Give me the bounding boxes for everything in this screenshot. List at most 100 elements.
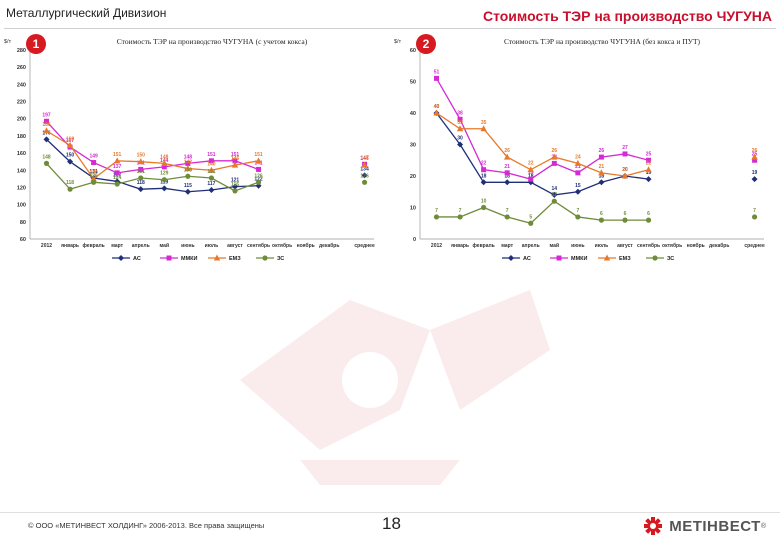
- data-point-EMZ: [621, 172, 629, 179]
- data-label-AC: 18: [504, 173, 510, 179]
- data-label-MMKI: 38: [457, 110, 463, 116]
- data-label-EMZ: 35: [481, 120, 487, 126]
- y-tick-label: 60: [410, 48, 416, 54]
- data-label-MMKI: 21: [504, 164, 510, 170]
- legend-label-AC: АС: [133, 256, 141, 262]
- data-point-AC: [598, 179, 605, 186]
- data-point-ZS: [481, 204, 487, 211]
- data-point-EMZ: [66, 141, 74, 148]
- average-label-AC: 19: [752, 170, 758, 176]
- data-label-MMKI: 151: [207, 152, 216, 158]
- x-tick-label: 2012: [41, 243, 52, 249]
- series-line-EMZ: [436, 112, 649, 177]
- legend-label-EMZ: ЕМЗ: [229, 256, 241, 262]
- data-label-AC: 150: [66, 153, 75, 159]
- data-label-AC: 131: [89, 169, 98, 175]
- x-tick-label: апрель: [522, 243, 540, 249]
- division-label: Металлургический Дивизион: [6, 6, 167, 20]
- x-tick-label: сентябрь: [247, 242, 270, 249]
- x-tick-label: июль: [595, 243, 608, 249]
- metinvest-logo: МЕТІНВЕСТ ®: [643, 516, 766, 536]
- data-point-ZS: [598, 217, 605, 223]
- data-label-MMKI: 151: [231, 152, 240, 158]
- data-point-AC: [551, 191, 558, 198]
- data-point-ZS: [91, 179, 97, 185]
- data-point-MMKI: [457, 116, 463, 122]
- data-point-ZS: [185, 173, 191, 179]
- logo-registered-mark: ®: [760, 522, 766, 530]
- data-label-ZS: 126: [254, 173, 263, 179]
- x-tick-label: август: [617, 243, 633, 249]
- data-label-AC: 18: [599, 173, 605, 179]
- data-point-AC: [480, 179, 487, 186]
- data-label-ZS: 131: [137, 169, 146, 175]
- y-tick-label: 60: [20, 237, 26, 243]
- data-point-ZS: [457, 214, 463, 220]
- data-point-EMZ: [90, 175, 97, 182]
- page-number: 18: [382, 514, 401, 533]
- data-label-AC: 176: [42, 130, 51, 136]
- data-point-ZS: [645, 217, 652, 223]
- data-point-ZS: [433, 214, 440, 220]
- x-tick-label: июнь: [571, 243, 584, 249]
- data-point-AC: [67, 158, 74, 165]
- x-tick-label: март: [111, 243, 123, 249]
- x-tick-label: август: [227, 243, 243, 249]
- logo-star-icon: [644, 517, 663, 535]
- data-point-AC: [161, 185, 168, 192]
- data-label-ZS: 126: [89, 173, 98, 179]
- average-label-MMKI: 147: [360, 155, 369, 161]
- data-label-ZS: 7: [576, 208, 579, 214]
- x-tick-label: февраль: [82, 242, 104, 249]
- legend-label-MMKI: ММКИ: [571, 256, 588, 262]
- average-point-ZS: [751, 214, 758, 220]
- data-label-MMKI: 21: [575, 164, 581, 170]
- y-tick-label: 0: [413, 237, 416, 243]
- data-label-MMKI: 27: [622, 145, 628, 151]
- average-label-EMZ: 146: [360, 156, 369, 162]
- x-tick-label: июнь: [181, 243, 194, 249]
- x-tick-label: март: [501, 243, 513, 249]
- data-label-MMKI: 26: [599, 148, 605, 154]
- logo-wordmark: МЕТІНВЕСТ: [669, 517, 761, 535]
- data-label-AC: 18: [528, 173, 534, 179]
- data-label-EMZ: 151: [113, 152, 122, 158]
- data-label-ZS: 133: [184, 167, 193, 173]
- data-label-EMZ: 169: [66, 136, 75, 142]
- data-point-EMZ: [161, 159, 168, 166]
- data-point-MMKI: [598, 154, 604, 160]
- x-tick-label: январь: [451, 243, 469, 249]
- data-label-MMKI: 197: [42, 112, 51, 118]
- data-point-EMZ: [527, 166, 534, 173]
- average-point-ZS: [361, 179, 368, 185]
- data-point-EMZ: [208, 166, 215, 173]
- data-point-AC: [137, 186, 144, 193]
- data-point-ZS: [575, 214, 581, 220]
- data-label-EMZ: 186: [42, 122, 51, 128]
- series-line-AC: [435, 112, 649, 196]
- legend-label-ZS: ЗС: [667, 256, 674, 262]
- data-label-AC: 118: [137, 180, 145, 186]
- y-tick-label: 200: [17, 117, 26, 123]
- data-point-MMKI: [646, 157, 652, 163]
- data-point-MMKI: [433, 75, 439, 81]
- data-label-MMKI: 141: [254, 160, 263, 166]
- data-label-EMZ: 40: [434, 104, 440, 110]
- average-label-ZS: 126: [360, 173, 369, 179]
- data-point-MMKI: [575, 170, 581, 176]
- data-label-AC: 115: [184, 183, 192, 189]
- data-point-MMKI: [138, 166, 144, 172]
- data-point-ZS: [528, 220, 534, 226]
- average-point-AC: [361, 172, 368, 179]
- data-point-EMZ: [645, 166, 652, 173]
- data-point-MMKI: [528, 176, 534, 182]
- data-label-EMZ: 26: [504, 148, 510, 154]
- average-point-MMKI: [752, 157, 758, 163]
- data-point-ZS: [43, 160, 50, 166]
- data-point-EMZ: [43, 127, 50, 134]
- data-point-ZS: [161, 177, 167, 183]
- y-tick-label: 50: [410, 80, 416, 86]
- data-point-EMZ: [113, 157, 121, 164]
- x-tick-label: октябрь: [662, 242, 682, 249]
- series-line-ZS: [436, 200, 649, 224]
